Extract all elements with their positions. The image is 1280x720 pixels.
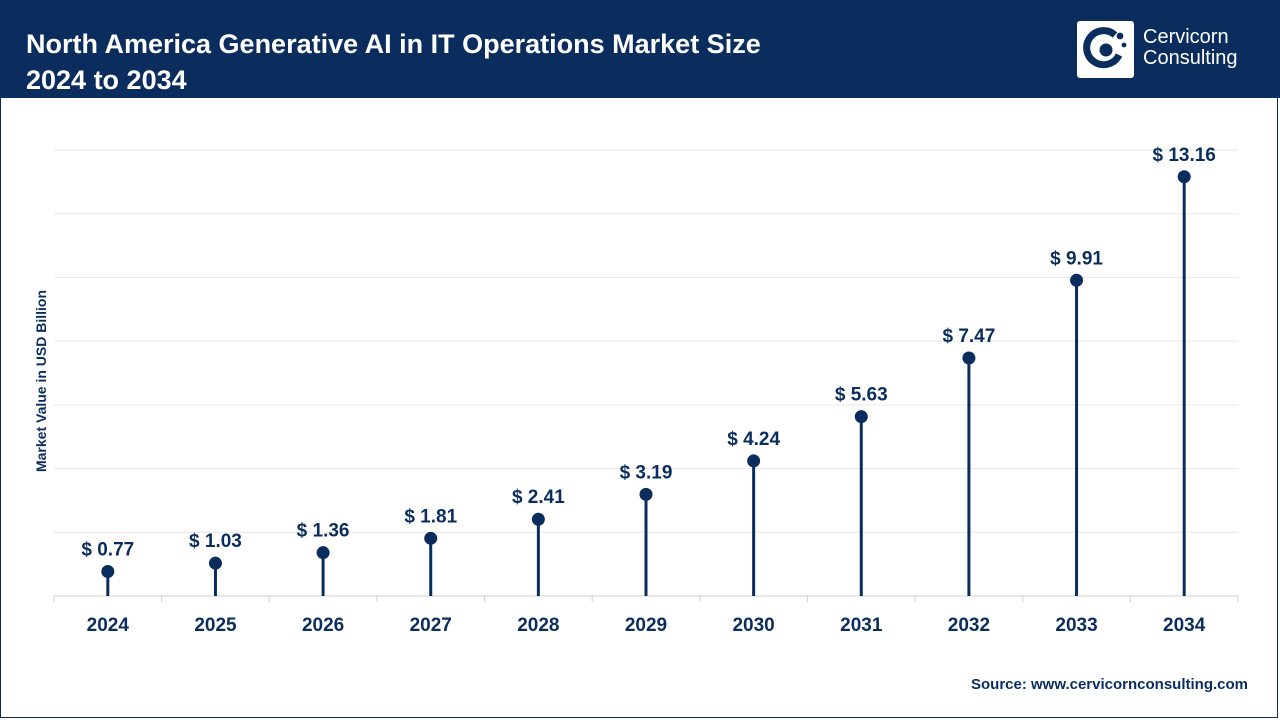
title-line-1: North America Generative AI in IT Operat… [26,29,761,59]
x-axis: 2024 2025 2026 2027 2028 2029 2030 2031 2032 2033… [53,595,1239,636]
lollipop-dot [531,512,545,526]
lollipop-dot [1177,170,1191,184]
brand-name-line-2: Consulting [1143,47,1238,69]
data-label: $ 2.41 [512,487,565,508]
data-label: $ 1.36 [297,521,350,542]
lollipop-dot [747,454,761,468]
lollipop-dot [424,531,438,545]
x-tick-label: 2025 [194,615,237,636]
data-label: $ 5.63 [835,385,888,406]
lollipop-dot [854,410,868,424]
data-label: $ 1.81 [404,506,457,527]
data-label: $ 3.19 [620,462,673,483]
chart-title: North America Generative AI in IT Operat… [26,26,761,98]
lollipop-dot [208,556,222,570]
cervicorn-c-logo-icon [1077,21,1134,78]
lollipop-marks: $ 0.77 $ 1.03 $ 1.36 $ 1.81 $ 2.41 $ 3.19 $ 4.… [81,145,1216,596]
x-tick-label: 2034 [1163,615,1206,636]
y-axis-label: Market Value in USD Billion [33,290,49,472]
chart-svg: 2024 2025 2026 2027 2028 2029 2030 2031 2032 2033… [33,145,1239,636]
x-tick-label: 2027 [410,615,452,636]
data-label: $ 0.77 [81,539,134,560]
x-tick-label: 2028 [517,615,559,636]
lollipop-dot [101,564,115,578]
x-tick-label: 2032 [948,615,990,636]
x-tick-label: 2024 [87,615,130,636]
grid-lines [54,149,1238,533]
source-note: Source: www.cervicornconsulting.com [970,676,1248,693]
lollipop-dot [1070,273,1084,287]
lollipop-dot [639,487,653,501]
header-banner: North America Generative AI in IT Operat… [0,0,1280,98]
x-tick-label: 2030 [732,615,774,636]
data-label: $ 1.03 [189,531,242,552]
data-label: $ 9.91 [1050,248,1103,269]
brand-name: Cervicorn Consulting [1143,27,1238,69]
lollipop-dot [316,546,330,560]
x-tick-label: 2029 [625,615,667,636]
data-label: $ 7.47 [942,326,995,347]
data-label: $ 4.24 [727,429,780,450]
data-label: $ 13.16 [1152,145,1215,166]
title-line-2: 2024 to 2034 [26,65,187,95]
x-tick-label: 2033 [1055,615,1097,636]
lollipop-dot [962,351,976,365]
x-tick-label: 2026 [302,615,344,636]
logo-mark [1083,27,1127,69]
brand-name-line-1: Cervicorn [1143,26,1229,48]
x-tick-label: 2031 [840,615,883,636]
